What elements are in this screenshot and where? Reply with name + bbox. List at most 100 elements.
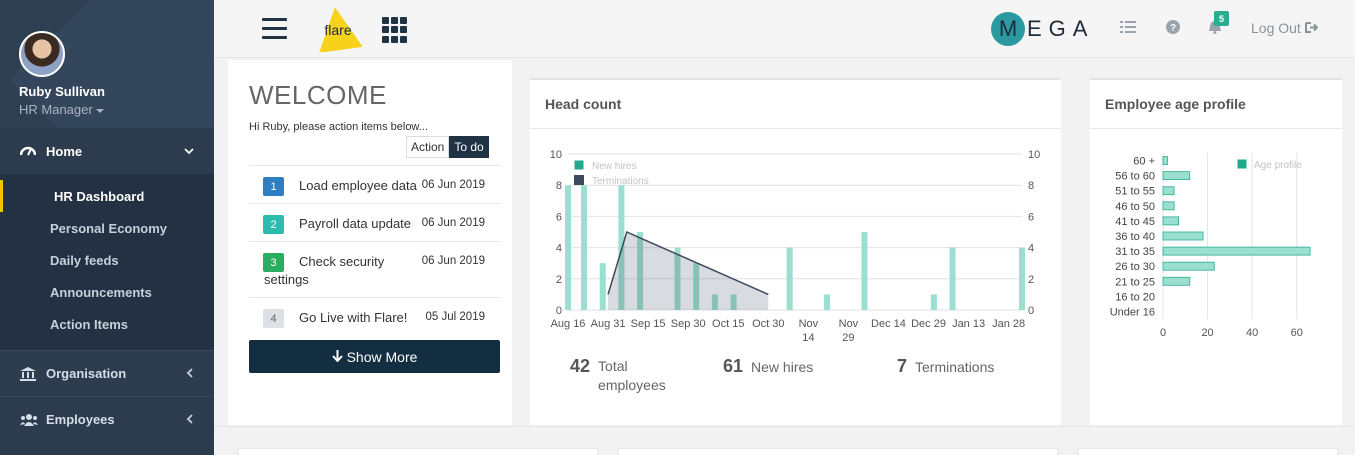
y2-tick-label: 10 bbox=[1028, 149, 1040, 161]
todo-text: Payroll data update bbox=[299, 216, 412, 231]
chevron-down-icon bbox=[184, 144, 194, 158]
logout-button[interactable]: Log Out bbox=[1251, 20, 1319, 36]
todo-date: 06 Jun 2019 bbox=[421, 217, 485, 229]
x-tick-label: Sep 30 bbox=[671, 318, 706, 330]
sidebar-item-label: Daily feeds bbox=[50, 252, 119, 268]
nav-home-label: Home bbox=[46, 143, 83, 159]
list-item[interactable]: 1 Load employee data 06 Jun 2019 bbox=[249, 165, 500, 203]
sign-out-icon bbox=[1304, 20, 1319, 36]
sidebar-item-label: HR Dashboard bbox=[54, 188, 145, 204]
bar bbox=[1162, 186, 1175, 196]
sidebar-item-label: Personal Economy bbox=[50, 220, 168, 236]
stat-label: New hires bbox=[751, 359, 814, 375]
y-tick-label: 2 bbox=[556, 274, 562, 286]
bar bbox=[1162, 246, 1311, 256]
avatar[interactable] bbox=[19, 31, 65, 77]
sidebar-item-hr-dashboard[interactable]: HR Dashboard bbox=[0, 180, 214, 212]
y-tick-label: 36 to 40 bbox=[1115, 231, 1155, 243]
stat-value: 61 bbox=[723, 356, 744, 376]
nav-item-organisation[interactable]: Organisation bbox=[0, 350, 214, 396]
bar bbox=[1162, 276, 1191, 286]
next-row-cards bbox=[214, 426, 1355, 455]
dashboard-gauge-icon bbox=[19, 144, 37, 158]
todo-list: 1 Load employee data 06 Jun 2019 2 Payro… bbox=[249, 165, 500, 335]
apps-grid-icon[interactable] bbox=[382, 17, 408, 43]
notification-badge: 5 bbox=[1214, 11, 1229, 26]
toggle-todo-button[interactable]: To do bbox=[449, 136, 489, 158]
legend-swatch bbox=[1236, 158, 1248, 170]
bar bbox=[1162, 261, 1215, 271]
help-icon[interactable]: ? bbox=[1166, 20, 1180, 38]
y-tick-label: 26 to 30 bbox=[1115, 261, 1155, 273]
x-tick-label: Jan 28 bbox=[992, 318, 1025, 330]
mega-logo-initial: M bbox=[991, 12, 1025, 46]
user-name: Ruby Sullivan bbox=[19, 84, 105, 99]
bar bbox=[1162, 231, 1204, 241]
legend-label: Terminations bbox=[592, 176, 649, 187]
bar bbox=[693, 263, 700, 310]
profile-card: Ruby Sullivan HR Manager bbox=[0, 0, 214, 128]
sidebar-nav: Home HR Dashboard Personal Economy Daily… bbox=[0, 128, 214, 442]
x-tick-label: Dec 29 bbox=[911, 318, 946, 330]
legend-label: Age profile bbox=[1254, 160, 1302, 171]
flare-logo[interactable]: flare bbox=[314, 6, 363, 53]
sidebar-item-daily-feeds[interactable]: Daily feeds bbox=[0, 244, 214, 276]
user-role-dropdown[interactable]: HR Manager bbox=[19, 102, 104, 117]
y-tick-label: 21 to 25 bbox=[1115, 276, 1155, 288]
list-item[interactable]: 4 Go Live with Flare! 05 Jul 2019 bbox=[249, 297, 500, 335]
y-tick-label: 60 + bbox=[1133, 156, 1155, 168]
list-icon[interactable] bbox=[1120, 20, 1136, 38]
sidebar-item-announcements[interactable]: Announcements bbox=[0, 276, 214, 308]
x-tick-label: Nov 14 bbox=[799, 318, 819, 344]
y-tick-label: 41 to 45 bbox=[1115, 216, 1155, 228]
flare-logo-text: flare bbox=[324, 22, 351, 38]
svg-text:?: ? bbox=[1170, 23, 1176, 34]
bar bbox=[637, 232, 644, 310]
bar bbox=[861, 232, 868, 310]
card bbox=[1078, 448, 1338, 455]
show-more-button[interactable]: Show More bbox=[249, 340, 500, 373]
bar bbox=[581, 185, 588, 310]
stat-label: Terminations bbox=[915, 359, 995, 375]
y-tick-label: 8 bbox=[556, 180, 562, 192]
sidebar-item-action-items[interactable]: Action Items bbox=[0, 308, 214, 340]
x-tick-label: Aug 16 bbox=[551, 318, 586, 330]
nav-item-home[interactable]: Home bbox=[0, 128, 214, 174]
sidebar-item-label: Action Items bbox=[50, 316, 129, 332]
sidebar: Ruby Sullivan HR Manager Home HR Dashboa… bbox=[0, 0, 214, 455]
y-tick-label: 46 to 50 bbox=[1115, 201, 1155, 213]
x-tick-label: Dec 14 bbox=[871, 318, 906, 330]
divider bbox=[1090, 128, 1342, 129]
todo-number-badge: 2 bbox=[263, 215, 284, 234]
toggle-action-button[interactable]: Action bbox=[406, 136, 450, 158]
todo-text: Go Live with Flare! bbox=[299, 310, 408, 325]
bar bbox=[1162, 201, 1175, 211]
y2-tick-label: 8 bbox=[1028, 180, 1034, 192]
y-tick-label: 56 to 60 bbox=[1115, 171, 1155, 183]
y-tick-label: 0 bbox=[556, 305, 562, 317]
y-tick-label: 51 to 55 bbox=[1115, 186, 1155, 198]
welcome-panel: WELCOME Hi Ruby, please action items bel… bbox=[228, 60, 512, 425]
y-tick-label: 10 bbox=[550, 149, 562, 161]
show-more-label: Show More bbox=[346, 348, 418, 365]
x-tick-label: 0 bbox=[1160, 327, 1166, 339]
y-tick-label: 6 bbox=[556, 211, 562, 223]
top-header: flare M EGA ? 5 Log Out bbox=[214, 0, 1355, 58]
bar bbox=[824, 294, 831, 310]
bar bbox=[1162, 156, 1168, 165]
list-item[interactable]: 2 Payroll data update 06 Jun 2019 bbox=[249, 203, 500, 241]
hamburger-menu-icon[interactable] bbox=[262, 18, 287, 40]
panel-title: Employee age profile bbox=[1105, 96, 1246, 112]
bar bbox=[1162, 216, 1179, 226]
sidebar-item-personal-economy[interactable]: Personal Economy bbox=[0, 212, 214, 244]
nav-item-employees[interactable]: Employees bbox=[0, 396, 214, 442]
caret-down-icon bbox=[95, 108, 104, 113]
chevron-left-icon bbox=[186, 367, 194, 381]
todo-date: 05 Jul 2019 bbox=[425, 311, 485, 323]
bank-icon bbox=[20, 366, 36, 381]
x-tick-label: 40 bbox=[1246, 327, 1258, 339]
list-item[interactable]: 3 Check security settings 06 Jun 2019 bbox=[249, 241, 500, 297]
users-icon bbox=[20, 413, 38, 427]
mega-logo-text: EGA bbox=[1027, 16, 1095, 41]
x-tick-label: Aug 31 bbox=[591, 318, 626, 330]
